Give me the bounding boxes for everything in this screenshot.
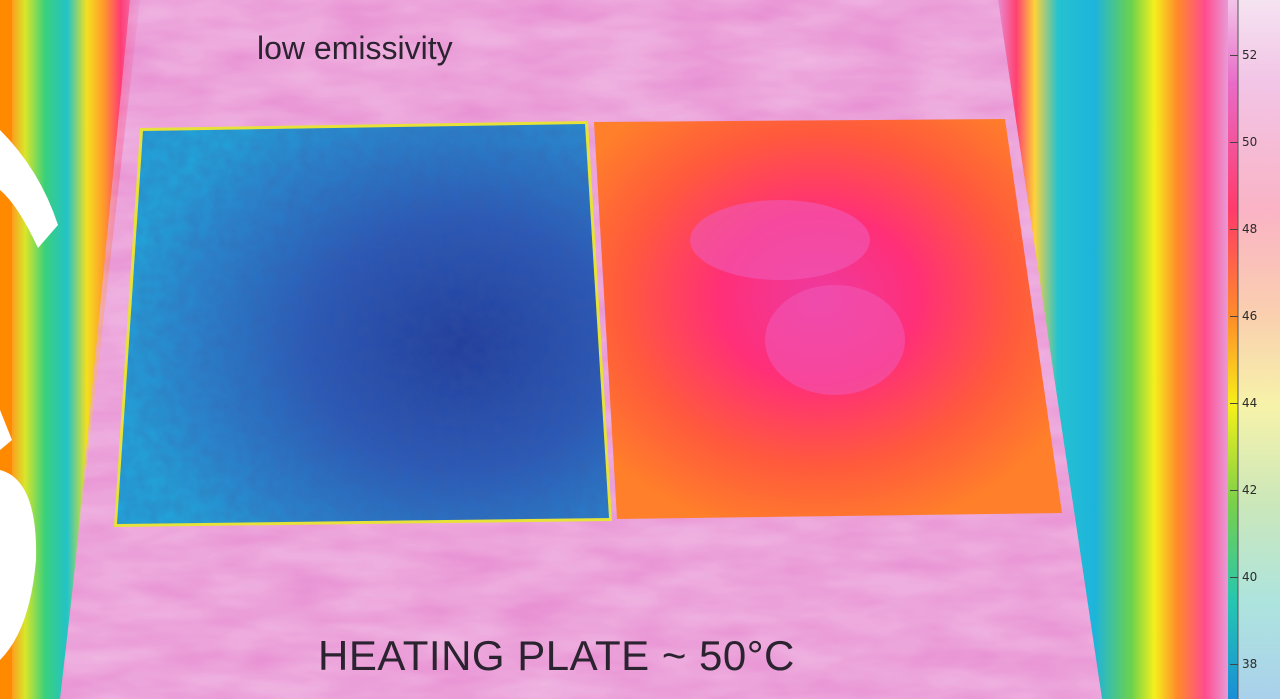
low-emissivity-sample <box>114 121 612 527</box>
scale-tick-label: 38 <box>1229 657 1258 671</box>
temperature-scale: 52 50 48 46 44 42 40 38 <box>1224 0 1280 699</box>
scale-tick-label: 46 <box>1229 309 1258 323</box>
right-edge-band <box>998 0 1228 699</box>
scale-tick-label: 52 <box>1229 48 1258 62</box>
low-emissivity-label: low emissivity <box>257 30 453 66</box>
scale-tick-label: 42 <box>1229 483 1258 497</box>
scale-tick-label: 40 <box>1229 570 1258 584</box>
high-emissivity-sample <box>594 119 1062 519</box>
heating-plate-label: HEATING PLATE ~ 50°C <box>318 632 795 679</box>
scale-tick-label: 48 <box>1229 222 1258 236</box>
scale-tick-label: 44 <box>1229 396 1258 410</box>
scale-tick-label: 50 <box>1229 135 1258 149</box>
